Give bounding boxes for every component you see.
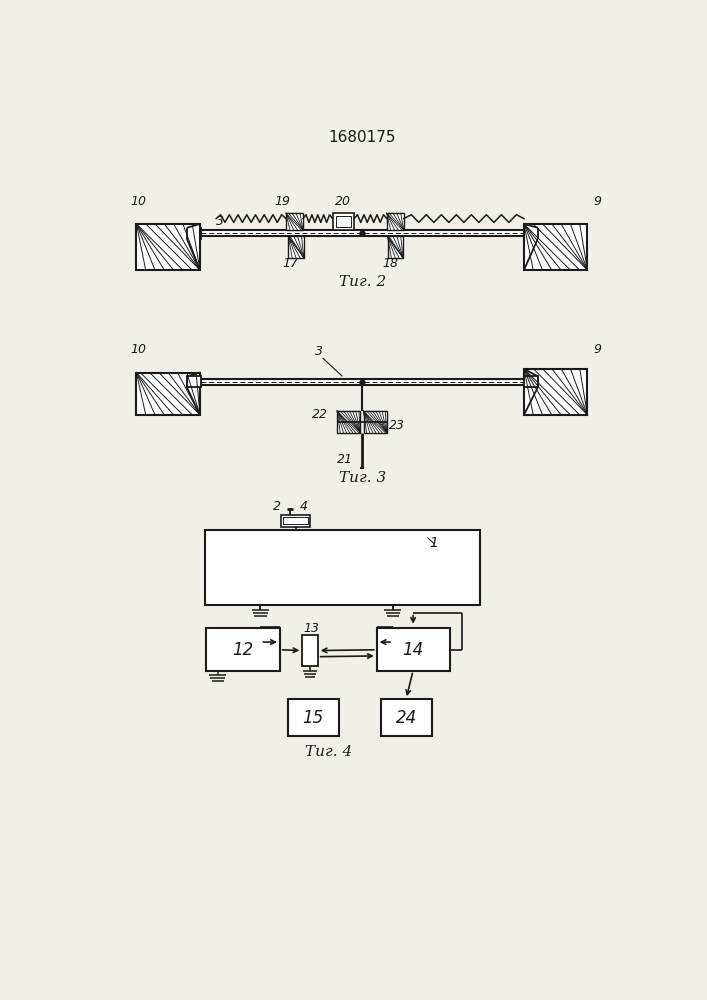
Text: 15: 15 [303, 709, 324, 727]
Bar [204, 530, 480, 605]
Bar [201, 230, 524, 236]
Text: 10: 10 [130, 343, 146, 356]
Text: 10: 10 [130, 195, 146, 208]
Text: Τиг. 2: Τиг. 2 [339, 275, 386, 289]
Bar [524, 369, 588, 415]
Bar [377, 628, 450, 671]
Text: 2: 2 [273, 500, 281, 513]
Bar [136, 224, 200, 270]
Text: 17: 17 [282, 257, 298, 270]
Text: 21: 21 [337, 453, 354, 466]
Text: 9: 9 [594, 343, 602, 356]
Bar [303, 635, 317, 666]
Bar [336, 216, 351, 227]
Bar [187, 376, 201, 387]
Bar [381, 699, 432, 736]
Text: 12: 12 [232, 641, 253, 659]
Bar [286, 213, 303, 230]
Text: 22: 22 [312, 408, 328, 421]
Text: 14: 14 [402, 641, 423, 659]
Bar [337, 411, 361, 433]
Bar [524, 228, 538, 239]
Bar [187, 228, 201, 239]
Text: 19: 19 [274, 195, 291, 208]
Text: Τиг. 4: Τиг. 4 [305, 745, 352, 759]
Bar [387, 236, 403, 258]
Bar [288, 236, 304, 258]
Text: 1680175: 1680175 [328, 130, 396, 145]
Text: 24: 24 [395, 709, 416, 727]
Bar [206, 628, 280, 671]
Text: 1: 1 [429, 536, 438, 550]
Text: 20: 20 [335, 195, 351, 208]
Bar [387, 213, 404, 230]
Text: Τиг. 3: Τиг. 3 [339, 471, 386, 485]
Bar [524, 376, 538, 387]
Bar [524, 224, 588, 270]
Bar [288, 699, 339, 736]
Text: 9: 9 [594, 195, 602, 208]
Bar [363, 411, 387, 433]
Text: 23: 23 [389, 419, 405, 432]
Bar [281, 515, 310, 527]
Text: 4: 4 [300, 500, 308, 513]
Text: 3: 3 [216, 215, 224, 228]
Bar [283, 517, 308, 524]
Bar [136, 373, 200, 415]
Text: 13: 13 [303, 622, 319, 635]
Bar [201, 379, 524, 385]
Text: 3: 3 [315, 345, 322, 358]
Bar [332, 213, 354, 230]
Text: 18: 18 [383, 257, 399, 270]
